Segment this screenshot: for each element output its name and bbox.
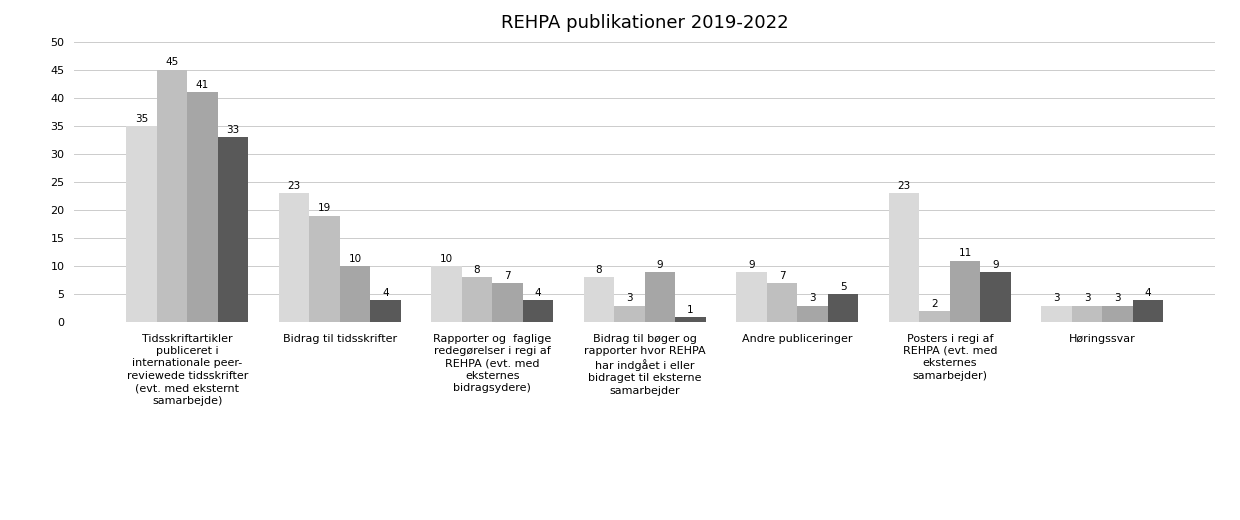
Text: 4: 4 bbox=[382, 288, 389, 297]
Text: 2: 2 bbox=[931, 299, 937, 309]
Text: 3: 3 bbox=[626, 293, 632, 303]
Text: 9: 9 bbox=[748, 259, 755, 269]
Text: 8: 8 bbox=[474, 265, 480, 275]
Bar bbox=[371, 300, 401, 322]
Text: 45: 45 bbox=[165, 57, 179, 68]
Bar bbox=[950, 261, 981, 322]
Text: 8: 8 bbox=[595, 265, 603, 275]
Text: 4: 4 bbox=[534, 288, 542, 297]
Bar bbox=[919, 311, 950, 322]
Text: 33: 33 bbox=[227, 125, 239, 135]
Text: 10: 10 bbox=[440, 254, 453, 264]
Text: 9: 9 bbox=[992, 259, 999, 269]
Text: 23: 23 bbox=[288, 181, 300, 191]
Text: 7: 7 bbox=[505, 271, 511, 281]
Bar bbox=[492, 283, 523, 322]
Text: 7: 7 bbox=[779, 271, 785, 281]
Text: 41: 41 bbox=[196, 80, 210, 90]
Text: 10: 10 bbox=[348, 254, 362, 264]
Bar bbox=[340, 266, 371, 322]
Text: 19: 19 bbox=[317, 203, 331, 213]
Text: 4: 4 bbox=[1145, 288, 1152, 297]
Bar bbox=[461, 278, 492, 322]
Bar bbox=[645, 272, 676, 322]
Bar bbox=[1102, 306, 1133, 322]
Text: 3: 3 bbox=[810, 293, 816, 303]
Bar bbox=[981, 272, 1011, 322]
Text: 3: 3 bbox=[1084, 293, 1090, 303]
Bar bbox=[309, 216, 340, 322]
Title: REHPA publikationer 2019-2022: REHPA publikationer 2019-2022 bbox=[501, 14, 789, 32]
Bar bbox=[737, 272, 766, 322]
Bar bbox=[766, 283, 797, 322]
Bar bbox=[797, 306, 828, 322]
Text: 11: 11 bbox=[959, 249, 972, 258]
Text: 5: 5 bbox=[839, 282, 847, 292]
Text: 1: 1 bbox=[687, 305, 694, 315]
Bar bbox=[1071, 306, 1102, 322]
Text: 35: 35 bbox=[135, 113, 148, 124]
Bar bbox=[523, 300, 553, 322]
Bar bbox=[187, 92, 218, 322]
Bar bbox=[279, 193, 309, 322]
Bar bbox=[614, 306, 645, 322]
Text: 3: 3 bbox=[1115, 293, 1121, 303]
Bar bbox=[584, 278, 614, 322]
Text: 3: 3 bbox=[1053, 293, 1060, 303]
Bar bbox=[156, 70, 187, 322]
Bar bbox=[126, 126, 156, 322]
Bar bbox=[1042, 306, 1071, 322]
Bar bbox=[218, 137, 248, 322]
Text: 9: 9 bbox=[657, 259, 663, 269]
Text: 23: 23 bbox=[898, 181, 910, 191]
Bar bbox=[676, 317, 706, 322]
Bar bbox=[828, 294, 858, 322]
Bar bbox=[432, 266, 461, 322]
Bar bbox=[889, 193, 919, 322]
Bar bbox=[1133, 300, 1163, 322]
